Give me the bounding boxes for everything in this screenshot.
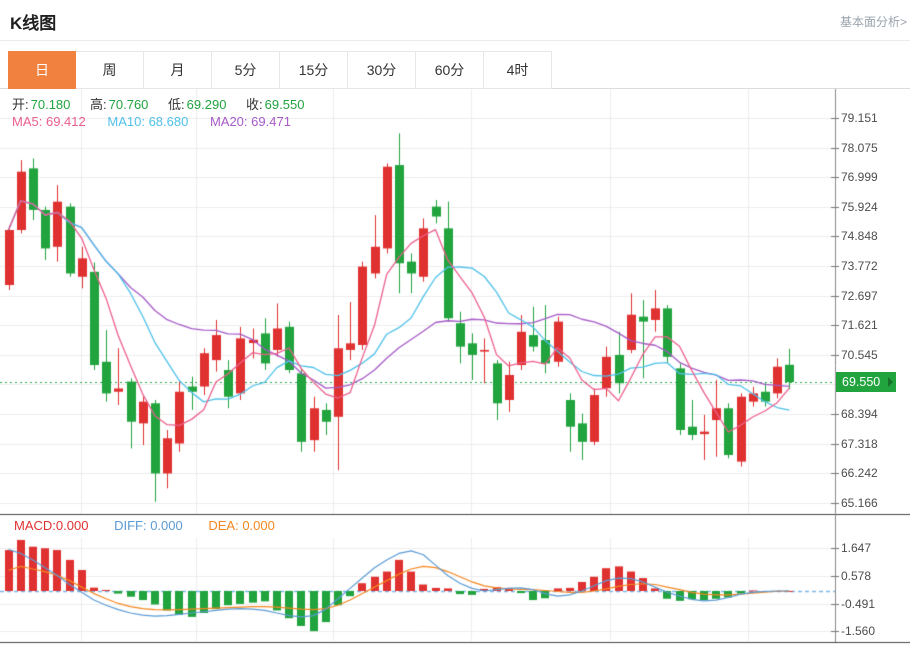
diff-value: 0.000 [150,518,183,533]
macd-label: MACD: [14,518,56,533]
main-y-axis-label: 76.999 [841,170,878,185]
macd-y-axis-label: -0.491 [841,596,876,611]
main-y-axis-label: 74.848 [841,229,878,244]
ma5-readout: MA5: 69.412 [12,114,86,129]
macd-y-axis-label: -1.560 [841,624,876,639]
main-y-axis-label: 68.394 [841,406,878,421]
high-label: 高: [90,97,107,112]
ma10-readout: MA10: 68.680 [107,114,188,129]
open-label: 开: [12,97,29,112]
main-y-axis-label: 67.318 [841,436,878,451]
close-label: 收: [246,97,263,112]
ohlc-legend: 开: 70.180 高: 70.760 低: 69.290 收: 69.550 [12,94,320,113]
low-value: 69.290 [186,97,227,112]
ma-legend: MA5: 69.412 MA10: 68.680 MA20: 69.471 [12,114,309,129]
ma10-label: MA10: [107,114,145,129]
ma5-label: MA5: [12,114,43,129]
ohlc-low: 低: 69.290 [168,97,226,112]
ohlc-high: 高: 70.760 [90,97,148,112]
high-value: 70.760 [108,97,149,112]
dea-label: DEA: [208,518,239,533]
open-value: 70.180 [30,97,71,112]
macd-y-axis-label: 0.578 [841,569,872,584]
macd-readout: MACD:0.000 [14,518,88,533]
main-y-axis-label: 75.924 [841,199,878,214]
low-label: 低: [168,97,185,112]
current-price-value: 69.550 [842,375,881,390]
main-y-axis-label: 66.242 [841,466,878,481]
ohlc-close: 收: 69.550 [246,97,304,112]
close-value: 69.550 [264,97,305,112]
ma20-readout: MA20: 69.471 [210,114,291,129]
diff-readout: DIFF: 0.000 [114,518,183,533]
main-y-axis-label: 71.621 [841,318,878,333]
price-tag-arrow-icon [888,377,893,388]
current-price-tag: 69.550 [836,372,896,393]
main-y-axis-label: 72.697 [841,288,878,303]
main-y-axis-label: 78.075 [841,140,878,155]
macd-legend: MACD:0.000 DIFF: 0.000 DEA: 0.000 [14,518,297,533]
ohlc-open: 开: 70.180 [12,97,70,112]
macd-y-axis-label: 1.647 [841,541,872,556]
main-y-axis-label: 65.166 [841,495,878,510]
dea-readout: DEA: 0.000 [208,518,275,533]
ma10-value: 68.680 [148,114,189,129]
ma5-value: 69.412 [45,114,86,129]
ma20-label: MA20: [209,114,248,129]
macd-value: 0.000 [55,518,89,533]
dea-value: 0.000 [242,518,275,533]
ma20-value: 69.471 [251,114,291,129]
diff-label: DIFF: [114,518,147,533]
main-y-axis-label: 73.772 [841,258,878,273]
main-y-axis-label: 79.151 [841,111,878,125]
main-y-axis-label: 70.545 [841,347,878,362]
